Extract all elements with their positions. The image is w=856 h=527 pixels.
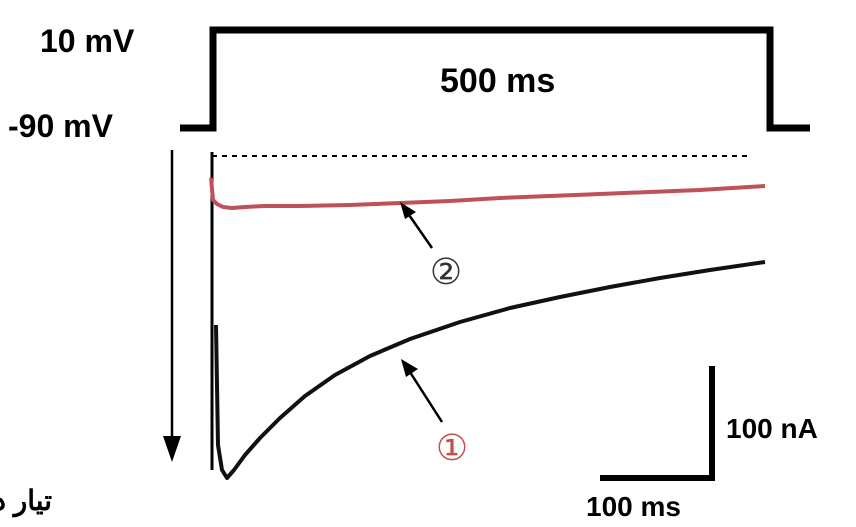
inward-current-label: تيار داخل xyxy=(0,485,52,518)
current-trace-2 xyxy=(209,177,766,210)
scale-bar-current-label: 100 nA xyxy=(726,413,818,444)
scale-bar xyxy=(600,366,715,481)
scale-bar-time-label: 100 ms xyxy=(586,491,681,522)
trace-1-pointer-arrow xyxy=(406,368,444,423)
trace-1-arrowhead xyxy=(401,359,418,377)
trace-2-pointer-arrow xyxy=(405,211,434,249)
voltage-step-protocol xyxy=(180,26,810,132)
trace-1-marker: ① xyxy=(436,428,468,469)
low-voltage-label: -90 mV xyxy=(8,108,114,144)
trace-2-arrowhead xyxy=(400,202,416,219)
inward-direction-arrowhead xyxy=(163,436,181,462)
trace-2-marker: ② xyxy=(430,252,462,293)
high-voltage-label: 10 mV xyxy=(40,23,135,59)
current-trace-1 xyxy=(214,260,766,480)
pulse-duration-label: 500 ms xyxy=(440,62,555,100)
